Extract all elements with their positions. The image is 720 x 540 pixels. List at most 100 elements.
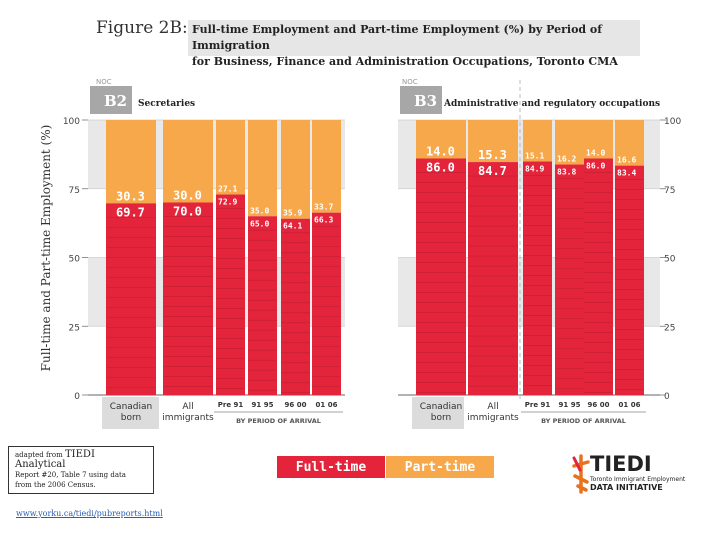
bar-part-time (216, 120, 245, 195)
part-time-value-label: 16.6 (617, 156, 636, 165)
y-tick-label: 0 (74, 392, 80, 402)
logo-name: TIEDI (590, 452, 652, 476)
period-group-label: BY PERIOD OF ARRIVAL (541, 417, 626, 425)
source-line3: from the 2006 Census. (15, 481, 96, 489)
bar-part-time (163, 120, 213, 203)
panel-code-box-1 (400, 86, 442, 114)
source-url-link[interactable]: www.yorku.ca/tiedi/pubreports.html (16, 509, 163, 518)
source-note: adapted from TIEDI Analytical Report #20… (8, 446, 154, 494)
bar-full-time (248, 216, 277, 395)
full-time-value-label: 84.9 (525, 165, 544, 174)
category-label: Canadian (110, 402, 152, 412)
panel-title: Secretaries (138, 99, 195, 109)
bar-part-time (416, 120, 466, 159)
y-tick-label: 25 (664, 323, 675, 333)
noc-label: NOC (96, 78, 112, 86)
part-time-value-label: 35.9 (283, 209, 302, 218)
logo-subtitle: DATA INITIATIVE (590, 483, 663, 492)
panel-code: B2 (104, 92, 127, 110)
y-tick-label: 100 (63, 117, 80, 127)
full-time-value-label: 66.3 (314, 216, 333, 225)
part-time-value-label: 30.0 (173, 189, 202, 203)
bar-full-time (106, 203, 156, 395)
full-time-value-label: 72.9 (218, 198, 237, 207)
category-label: immigrants (162, 413, 214, 423)
figure-subtitle: Full-time Employment and Part-time Emplo… (188, 20, 640, 68)
full-time-value-label: 86.0 (586, 162, 605, 171)
figure-subtitle-line2: for Business, Finance and Administration… (192, 55, 618, 68)
panel-code: B3 (414, 92, 437, 110)
part-time-value-label: 14.0 (426, 145, 455, 159)
category-label: 01 06 (316, 401, 338, 409)
source-prefix: adapted from (15, 451, 63, 459)
y-tick-label: 0 (664, 392, 670, 402)
y-tick-label: 50 (664, 255, 676, 265)
bar-part-time (615, 120, 644, 166)
full-time-value-label: 70.0 (173, 205, 202, 219)
bar-part-time (555, 120, 584, 165)
bar-full-time (523, 161, 552, 395)
bar-part-time (106, 120, 156, 204)
bar-part-time (248, 120, 277, 217)
part-time-value-label: 15.1 (525, 152, 544, 161)
bar-part-time (312, 120, 341, 213)
category-label: born (121, 413, 141, 423)
bar-full-time (312, 212, 341, 395)
tiedi-logo-icon (572, 454, 590, 494)
category-label: Pre 91 (218, 401, 244, 409)
part-time-value-label: 27.1 (218, 185, 237, 194)
category-label-bg (412, 397, 470, 429)
category-label: immigrants (467, 413, 519, 423)
category-label-bg (102, 397, 160, 429)
category-label-bg (464, 397, 522, 429)
bar-full-time (615, 165, 644, 395)
bar-part-time (468, 120, 518, 163)
noc-label: NOC (402, 78, 418, 86)
category-label: All (487, 402, 498, 412)
bar-full-time (281, 218, 310, 395)
part-time-value-label: 30.3 (116, 189, 145, 203)
category-label: Canadian (420, 402, 462, 412)
bar-full-time (216, 194, 245, 395)
category-label: 91 95 (252, 401, 274, 409)
legend-part-time: Part-time (386, 456, 494, 478)
full-time-value-label: 83.4 (617, 169, 636, 178)
y-tick-label: 25 (69, 323, 80, 333)
part-time-value-label: 33.7 (314, 203, 333, 212)
category-label: Pre 91 (525, 401, 551, 409)
source-report: TIEDI Analytical (15, 449, 95, 470)
logo-tagline: Toronto Immigrant Employment (590, 476, 686, 483)
full-time-value-label: 83.8 (557, 168, 576, 177)
full-time-value-label: 84.7 (478, 164, 507, 178)
bar-full-time (555, 164, 584, 395)
bar-part-time (281, 120, 310, 219)
tiedi-logo: TIEDI Toronto Immigrant Employment DATA … (570, 452, 714, 498)
bar-full-time (416, 158, 466, 395)
category-label: born (431, 413, 451, 423)
y-tick-label: 100 (664, 117, 681, 127)
category-label: 96 00 (285, 401, 307, 409)
bar-full-time (468, 162, 518, 395)
panel-code-box-0 (90, 86, 132, 114)
legend-full-time: Full-time (277, 456, 385, 478)
figure-title: Figure 2B: (96, 18, 188, 38)
bar-part-time (584, 120, 613, 159)
bar-full-time (163, 202, 213, 395)
category-label: All (182, 402, 193, 412)
y-tick-label: 75 (69, 186, 80, 196)
bar-part-time (523, 120, 552, 162)
y-tick-label: 50 (69, 255, 81, 265)
figure-subtitle-line1: Full-time Employment and Part-time Emplo… (192, 23, 602, 52)
category-label: 01 06 (619, 401, 641, 409)
full-time-value-label: 64.1 (283, 222, 302, 231)
full-time-value-label: 65.0 (250, 219, 269, 228)
panel-title: Administrative and regulatory occupation… (443, 99, 660, 109)
source-line2: Report #20, Table 7 using data (15, 471, 126, 479)
part-time-value-label: 15.3 (478, 148, 507, 162)
y-tick-label: 75 (664, 186, 675, 196)
category-label-bg (159, 397, 217, 429)
period-group-label: BY PERIOD OF ARRIVAL (236, 417, 321, 425)
category-label: 91 95 (559, 401, 581, 409)
part-time-value-label: 35.0 (250, 206, 269, 215)
